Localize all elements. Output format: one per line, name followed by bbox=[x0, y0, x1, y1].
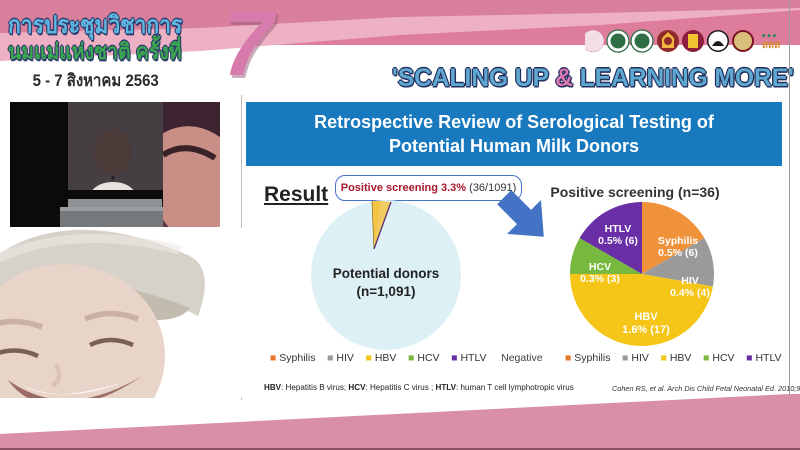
svg-text:HBV: HBV bbox=[634, 311, 658, 323]
svg-text:HCV: HCV bbox=[589, 261, 611, 273]
svg-text:0.5% (6): 0.5% (6) bbox=[598, 235, 638, 247]
svg-text:0.3% (3): 0.3% (3) bbox=[580, 273, 620, 285]
svg-text:HIV: HIV bbox=[681, 275, 699, 287]
svg-text:1.6% (17): 1.6% (17) bbox=[622, 324, 670, 336]
svg-text:HTLV: HTLV bbox=[605, 223, 632, 235]
svg-text:0.5% (6): 0.5% (6) bbox=[658, 247, 698, 259]
svg-text:0.4% (4): 0.4% (4) bbox=[670, 287, 710, 299]
svg-text:Syphilis: Syphilis bbox=[658, 235, 698, 247]
